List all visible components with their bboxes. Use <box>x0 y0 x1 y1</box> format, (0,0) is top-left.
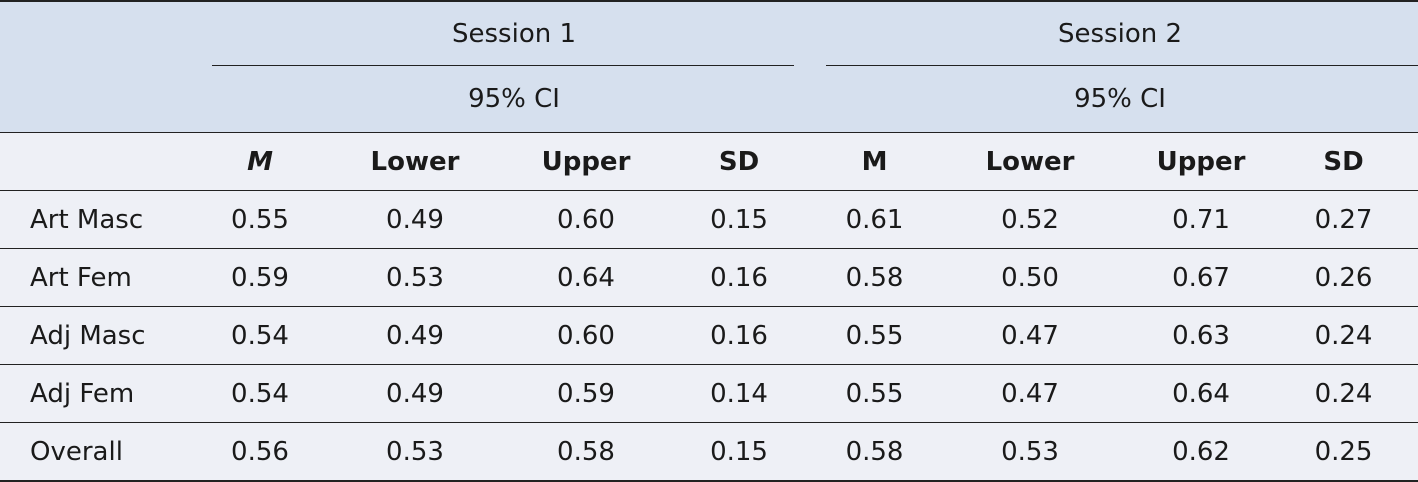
cell: 0.58 <box>516 422 656 482</box>
cell: 0.71 <box>1133 190 1270 249</box>
cell: 0.55 <box>206 190 314 249</box>
cell: 0.62 <box>1133 422 1270 482</box>
cell: 0.49 <box>314 364 516 423</box>
cell: 0.60 <box>516 190 656 249</box>
cell: 0.60 <box>516 306 656 365</box>
cell: 0.58 <box>822 248 928 307</box>
col-s1-sd: SD <box>656 132 823 191</box>
cell: 0.54 <box>206 364 314 423</box>
row-label: Overall <box>0 422 206 482</box>
cell: 0.15 <box>656 190 823 249</box>
session-2-label: Session 2 <box>1058 19 1183 49</box>
cell: 0.15 <box>656 422 823 482</box>
cell: 0.54 <box>206 306 314 365</box>
table-row: Art Fem 0.59 0.53 0.64 0.16 0.58 0.50 0.… <box>0 248 1418 307</box>
cell: 0.64 <box>1133 364 1270 423</box>
col-s2-lower: Lower <box>927 132 1134 191</box>
session-1-rule <box>212 65 795 66</box>
cell: 0.49 <box>314 306 516 365</box>
ci-empty <box>0 66 206 133</box>
table-row: Art Masc 0.55 0.49 0.60 0.15 0.61 0.52 0… <box>0 190 1418 249</box>
cell: 0.59 <box>206 248 314 307</box>
ci-2-label: 95% CI <box>822 66 1418 133</box>
row-label: Art Masc <box>0 190 206 249</box>
cell: 0.52 <box>927 190 1134 249</box>
cell: 0.64 <box>516 248 656 307</box>
cell: 0.55 <box>822 364 928 423</box>
table-row: Adj Fem 0.54 0.49 0.59 0.14 0.55 0.47 0.… <box>0 364 1418 423</box>
cell: 0.50 <box>927 248 1134 307</box>
cell: 0.16 <box>656 306 823 365</box>
table-row: Adj Masc 0.54 0.49 0.60 0.16 0.55 0.47 0… <box>0 306 1418 365</box>
col-s2-upper: Upper <box>1133 132 1270 191</box>
cell: 0.47 <box>927 306 1134 365</box>
table-row: Overall 0.56 0.53 0.58 0.15 0.58 0.53 0.… <box>0 422 1418 482</box>
cell: 0.63 <box>1133 306 1270 365</box>
cell: 0.53 <box>927 422 1134 482</box>
session-2-header: Session 2 <box>822 0 1418 66</box>
row-label: Adj Masc <box>0 306 206 365</box>
col-s1-upper: Upper <box>516 132 656 191</box>
row-label: Art Fem <box>0 248 206 307</box>
cell: 0.27 <box>1269 190 1418 249</box>
col-s1-lower: Lower <box>314 132 516 191</box>
cell: 0.47 <box>927 364 1134 423</box>
cell: 0.26 <box>1269 248 1418 307</box>
session-1-label: Session 1 <box>452 19 577 49</box>
cell: 0.67 <box>1133 248 1270 307</box>
cell: 0.25 <box>1269 422 1418 482</box>
ci-1-label: 95% CI <box>206 66 823 133</box>
cell: 0.59 <box>516 364 656 423</box>
cell: 0.53 <box>314 422 516 482</box>
cell: 0.14 <box>656 364 823 423</box>
session-1-header: Session 1 <box>206 0 823 66</box>
cell: 0.58 <box>822 422 928 482</box>
col-s2-m: M <box>822 132 928 191</box>
cell: 0.24 <box>1269 364 1418 423</box>
col-empty <box>0 132 206 191</box>
cell: 0.55 <box>822 306 928 365</box>
cell: 0.53 <box>314 248 516 307</box>
cell: 0.16 <box>656 248 823 307</box>
col-s2-sd: SD <box>1269 132 1418 191</box>
row-label: Adj Fem <box>0 364 206 423</box>
cell: 0.24 <box>1269 306 1418 365</box>
cell: 0.61 <box>822 190 928 249</box>
cell: 0.56 <box>206 422 314 482</box>
col-s1-m: M <box>206 132 314 191</box>
session-2-rule <box>826 65 1418 66</box>
header-empty <box>0 0 206 66</box>
cell: 0.49 <box>314 190 516 249</box>
